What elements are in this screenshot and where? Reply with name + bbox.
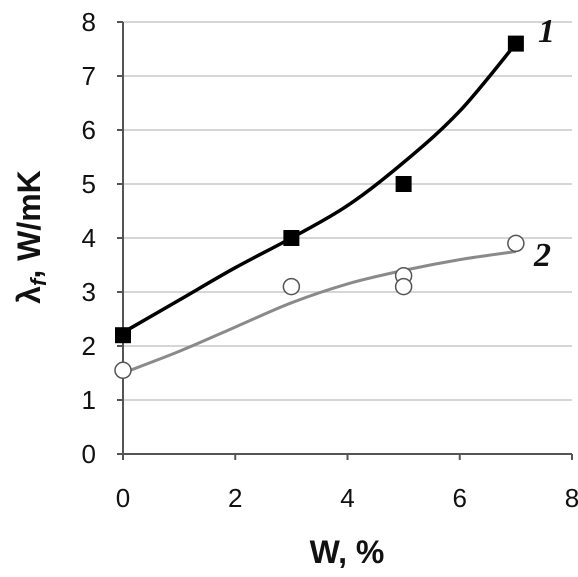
series-label-2: 2: [533, 237, 551, 274]
x-tick-label: 4: [340, 483, 354, 513]
y-axis-title-unit: , W/mK: [11, 170, 47, 278]
series-curves: [122, 42, 518, 375]
y-tick-label: 4: [82, 223, 96, 253]
x-axis-title: W, %: [310, 534, 385, 570]
y-tick-label: 1: [82, 385, 96, 415]
series-2-point: [114, 361, 132, 380]
y-axis-title-symbol: λ: [11, 286, 47, 304]
y-tick-label: 7: [82, 61, 96, 91]
y-axis-title-subscript: f: [26, 276, 51, 286]
y-tick-label: 8: [82, 7, 96, 37]
series-2-curve: [122, 250, 517, 375]
series-label-1: 1: [538, 13, 555, 50]
x-tick-label: 2: [228, 483, 242, 513]
y-tick-label: 2: [82, 331, 96, 361]
y-tick-label: 3: [82, 277, 96, 307]
x-tick-label: 6: [453, 483, 467, 513]
series-1-point: [395, 176, 412, 192]
y-tick-label: 0: [82, 439, 96, 469]
series-1-curve: [122, 42, 518, 335]
series-1-point: [283, 230, 300, 246]
tick-labels: 0 1 2 3 4 5 6 7 8 0 2 4 6 8: [82, 7, 578, 513]
x-tick-label: 8: [565, 483, 578, 513]
y-tick-label: 6: [82, 115, 96, 145]
series-2-point: [282, 277, 301, 296]
y-axis-title: λf, W/mK: [11, 170, 51, 304]
grid-lines: [123, 21, 572, 401]
series-1-point: [507, 35, 524, 52]
axes: [117, 21, 573, 460]
x-tick-label: 0: [116, 483, 130, 513]
series-1-point: [115, 327, 131, 344]
series-markers: [114, 35, 525, 380]
y-tick-label: 5: [82, 169, 96, 199]
series-2-point: [507, 234, 525, 253]
series-2-point: [394, 277, 413, 296]
